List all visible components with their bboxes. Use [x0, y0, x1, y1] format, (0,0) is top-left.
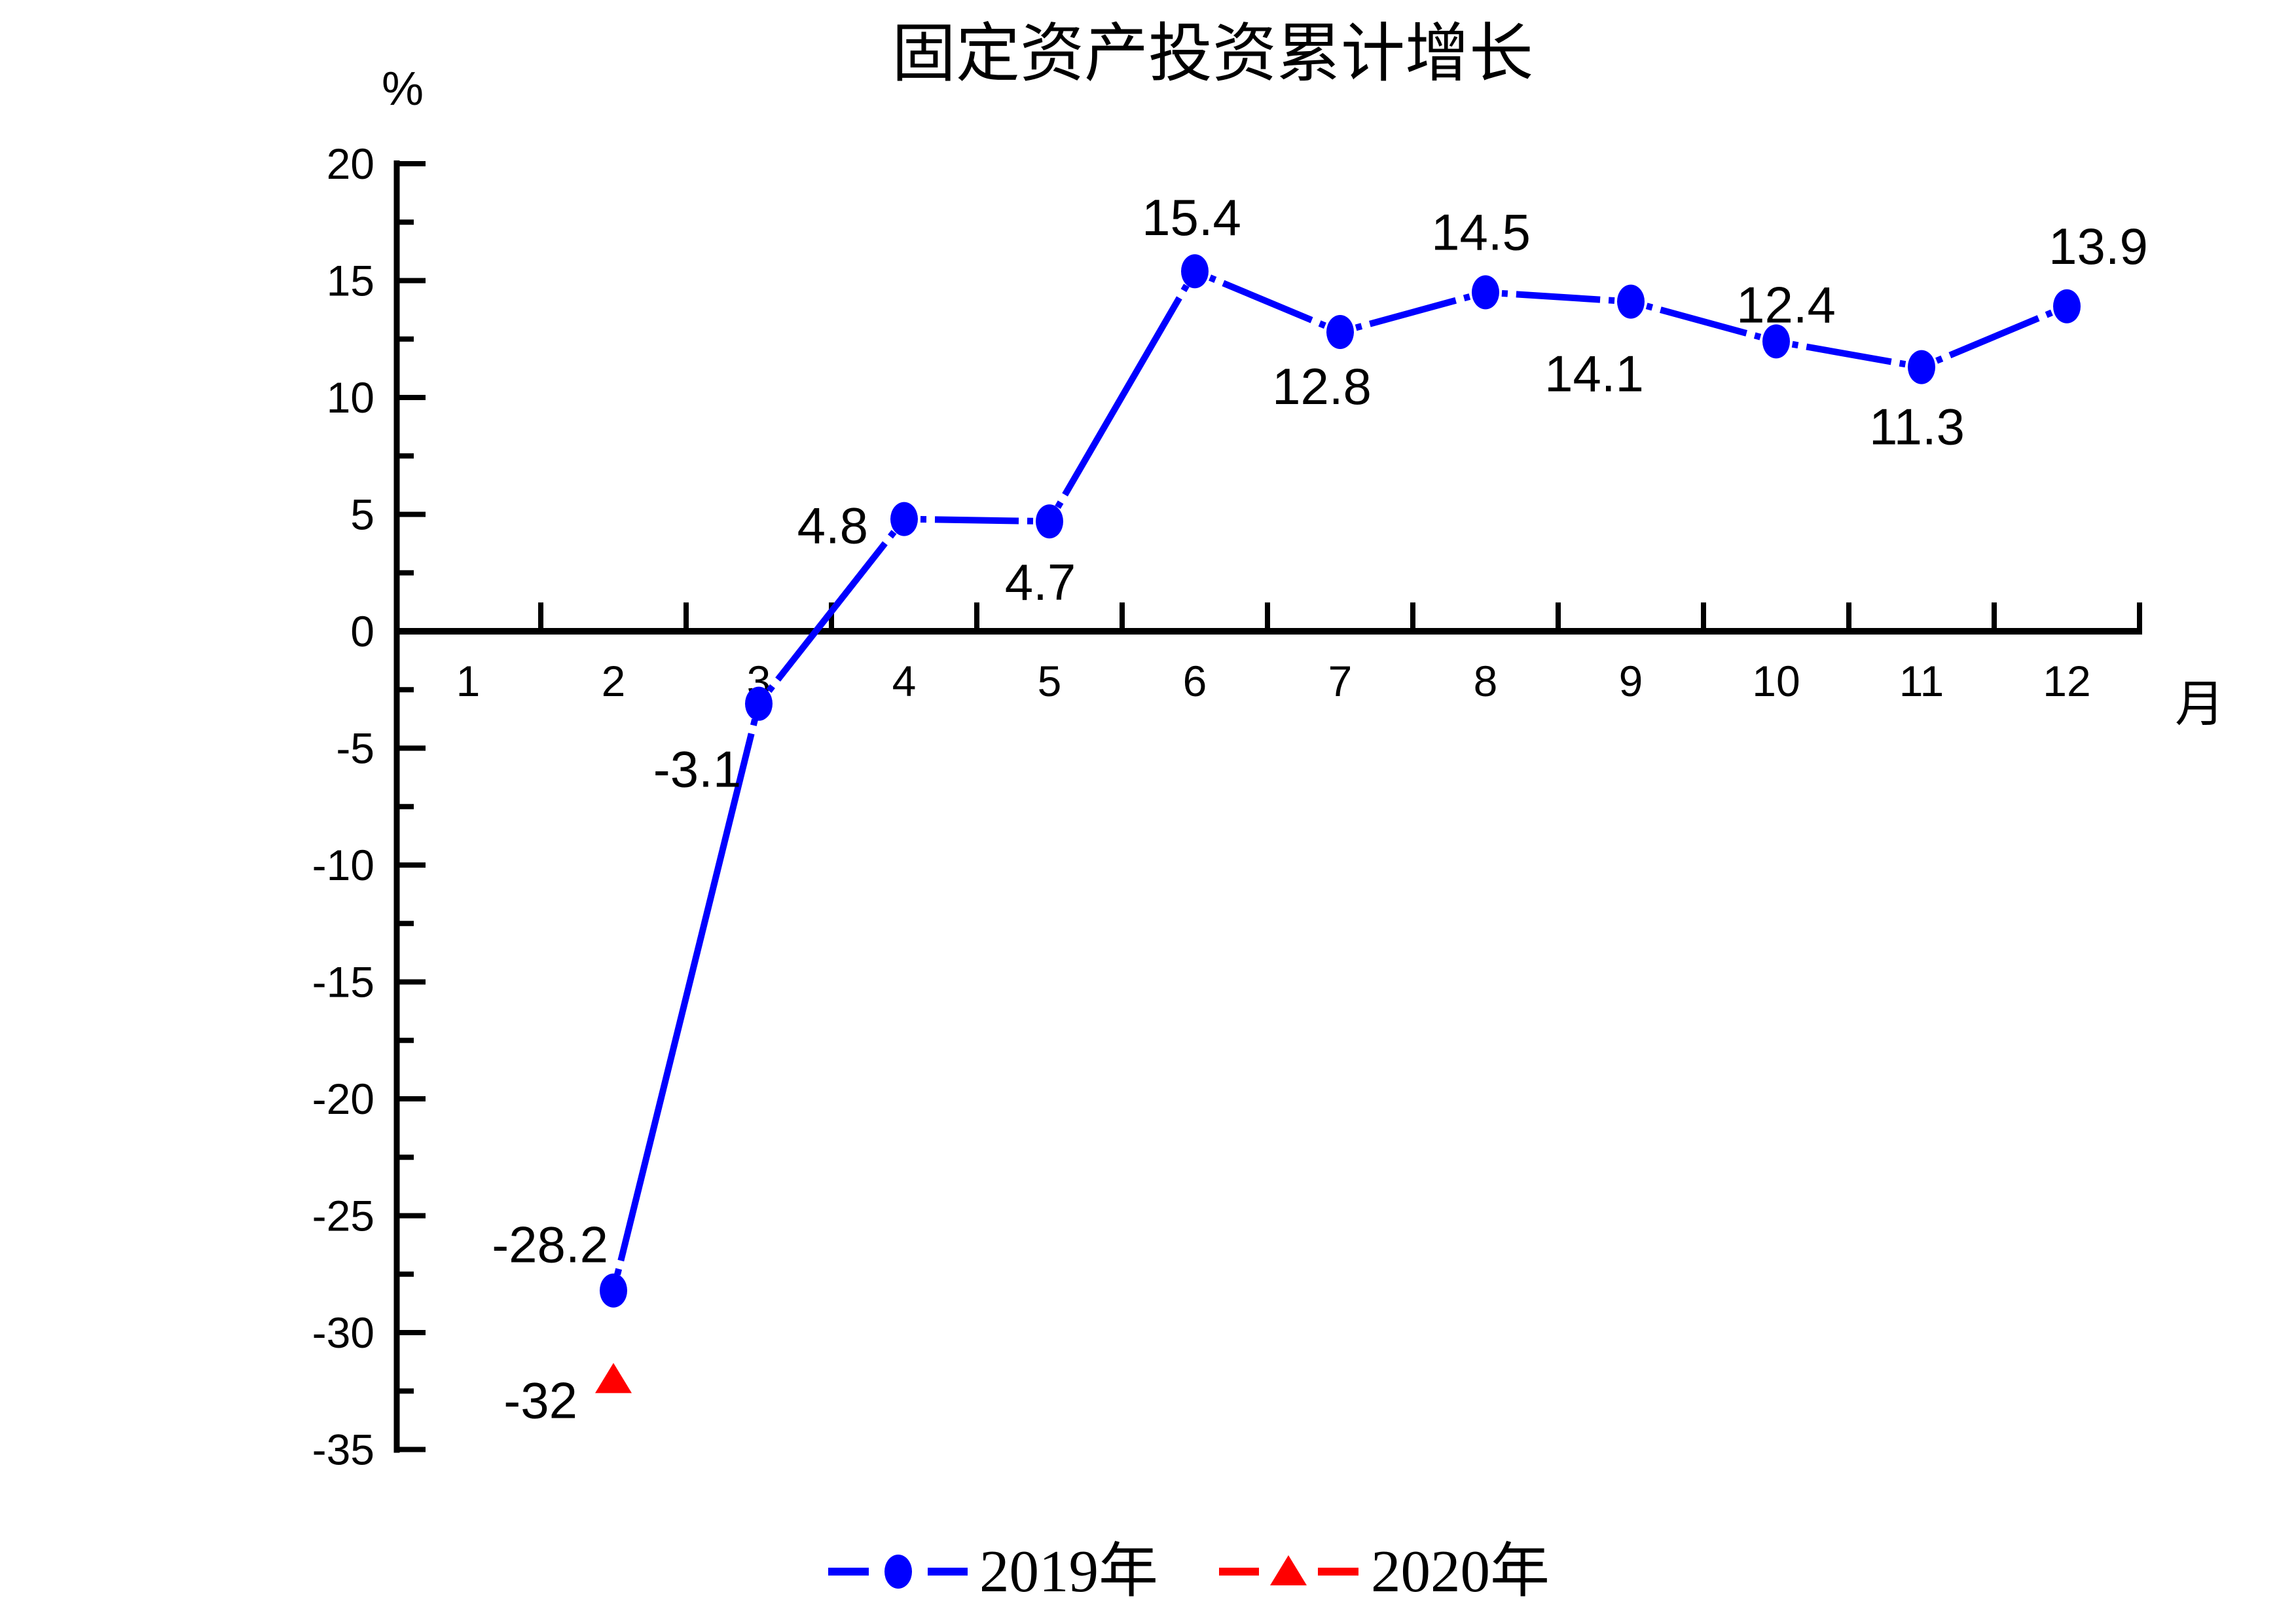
data-point-label: -3.1 — [653, 741, 741, 798]
y-tick-label: -35 — [312, 1426, 374, 1474]
series-line-segment — [2045, 309, 2053, 318]
y-tick-label: 15 — [327, 257, 374, 305]
y-tick-label: -10 — [312, 841, 374, 889]
y-tick-label: -5 — [336, 724, 374, 773]
data-point-label: 4.7 — [1005, 553, 1076, 611]
series-line-segment — [1948, 315, 2040, 359]
legend-label-2019: 2019年 — [979, 1538, 1159, 1604]
y-tick-label: -25 — [312, 1192, 374, 1240]
x-tick-label: 7 — [1328, 657, 1353, 705]
series-line-segment — [1318, 320, 1326, 329]
series-line-segment — [1209, 274, 1217, 283]
series-line-segment — [1645, 303, 1654, 311]
series-line-segment — [1055, 500, 1064, 509]
x-tick-label: 6 — [1183, 657, 1207, 705]
data-point-label: 12.4 — [1736, 276, 1836, 333]
x-tick-label: 2 — [602, 657, 626, 705]
data-point-marker-2019年 — [1181, 254, 1209, 289]
series-line-segment — [766, 684, 775, 693]
series-line-segment — [750, 718, 758, 726]
y-tick-label: -30 — [312, 1308, 374, 1357]
data-point-marker-2019年 — [1908, 350, 1935, 384]
series-line-segment — [1463, 293, 1471, 302]
series-line-segment — [617, 733, 755, 1262]
data-point-marker-2019年 — [1762, 324, 1790, 359]
x-tick-label: 11 — [1899, 657, 1944, 705]
data-point-label: -32 — [503, 1371, 577, 1429]
series-line-segment — [1222, 280, 1313, 323]
series-line-segment — [1935, 355, 1944, 364]
x-tick-label: 8 — [1474, 657, 1498, 705]
x-tick-label: 12 — [2043, 657, 2090, 705]
data-point-label: 11.3 — [1869, 398, 1965, 456]
legend-marker-2020年 — [1270, 1555, 1307, 1585]
y-tick-label: -20 — [312, 1075, 374, 1123]
series-line-segment — [934, 516, 1019, 525]
data-point-marker-2019年 — [890, 502, 918, 536]
legend-label-2020: 2020年 — [1371, 1538, 1550, 1604]
x-tick-label: 10 — [1752, 657, 1800, 705]
series-line-segment — [1753, 332, 1762, 341]
y-tick-label: 0 — [350, 607, 374, 655]
data-point-marker-2019年 — [1472, 275, 1499, 310]
x-tick-label: 4 — [892, 657, 917, 705]
series-line-segment — [1180, 284, 1190, 293]
data-point-marker-2020年 — [595, 1363, 632, 1393]
series-line-segment — [1369, 297, 1457, 327]
series-line-segment — [1501, 289, 1508, 297]
data-point-marker-2019年 — [2053, 289, 2081, 323]
series-line-segment — [888, 530, 897, 539]
legend-marker-2019年 — [884, 1555, 912, 1589]
y-tick-label: 10 — [327, 373, 374, 422]
series-line-segment — [1355, 323, 1363, 331]
chart-title: 固定资产投资累计增长 — [892, 19, 1534, 90]
y-tick-label: 20 — [327, 139, 374, 188]
data-point-marker-2019年 — [745, 686, 773, 721]
series-line-segment — [614, 1268, 623, 1276]
y-tick-label: -15 — [312, 958, 374, 1006]
x-tick-label: 9 — [1619, 657, 1643, 705]
y-axis-unit-label: % — [382, 63, 424, 115]
x-axis-unit-label: 月 — [2175, 677, 2225, 732]
data-point-label: 14.1 — [1544, 345, 1644, 403]
data-point-label: 14.5 — [1431, 203, 1531, 261]
data-point-marker-2019年 — [1617, 284, 1645, 319]
series-line-segment — [775, 541, 888, 682]
x-tick-label: 5 — [1038, 657, 1062, 705]
series-line-segment — [1806, 343, 1892, 365]
data-point-label: 13.9 — [2049, 217, 2148, 275]
series-line-segment — [1062, 296, 1182, 497]
data-point-marker-2019年 — [1036, 504, 1063, 539]
series-line-segment — [1608, 297, 1615, 304]
data-point-marker-2019年 — [600, 1273, 627, 1308]
data-point-label: 15.4 — [1142, 189, 1241, 246]
data-point-label: 12.8 — [1272, 358, 1372, 415]
data-point-label: 4.8 — [797, 497, 868, 555]
series-line-segment — [1899, 360, 1906, 368]
y-tick-label: 5 — [350, 490, 374, 539]
series-line-segment — [1791, 341, 1799, 349]
x-tick-label: 1 — [456, 657, 481, 705]
series-line-segment — [1516, 291, 1601, 303]
data-point-marker-2019年 — [1326, 315, 1354, 350]
data-point-label: -28.2 — [492, 1216, 608, 1274]
series-line-segment — [1660, 306, 1747, 337]
